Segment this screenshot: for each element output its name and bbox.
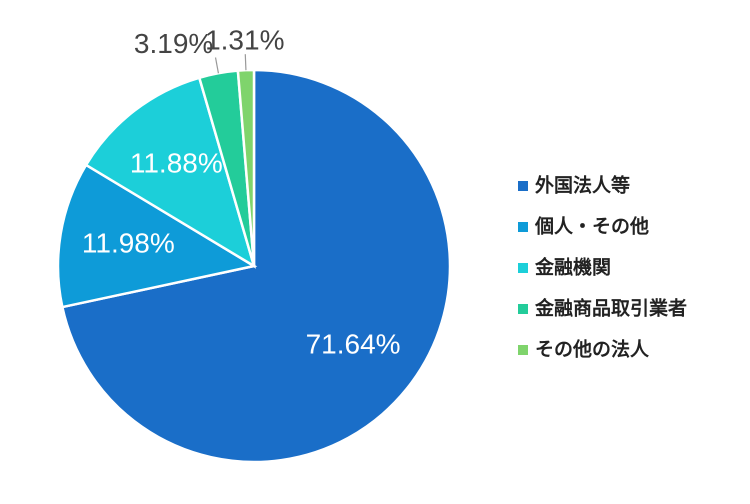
leader-line — [244, 54, 247, 71]
legend-marker — [518, 263, 528, 273]
value-label: 71.64% — [306, 328, 401, 359]
legend-label: 金融機関 — [534, 256, 611, 279]
pie-slice — [56, 163, 258, 309]
legend-label: 外国法人等 — [535, 174, 630, 197]
legend-marker — [518, 222, 528, 232]
legend-label: 個人・その他 — [534, 215, 649, 238]
legend-marker — [518, 345, 528, 355]
value-label: 11.98% — [82, 227, 175, 258]
value-label: 1.31% — [205, 25, 284, 56]
legend-marker — [518, 181, 528, 191]
legend-marker — [518, 304, 528, 314]
legend-label: その他の法人 — [535, 338, 650, 361]
value-label: 11.88% — [130, 147, 223, 178]
value-label: 3.19% — [134, 28, 213, 59]
leader-line — [214, 57, 220, 74]
legend-label: 金融商品取引業者 — [534, 297, 687, 320]
